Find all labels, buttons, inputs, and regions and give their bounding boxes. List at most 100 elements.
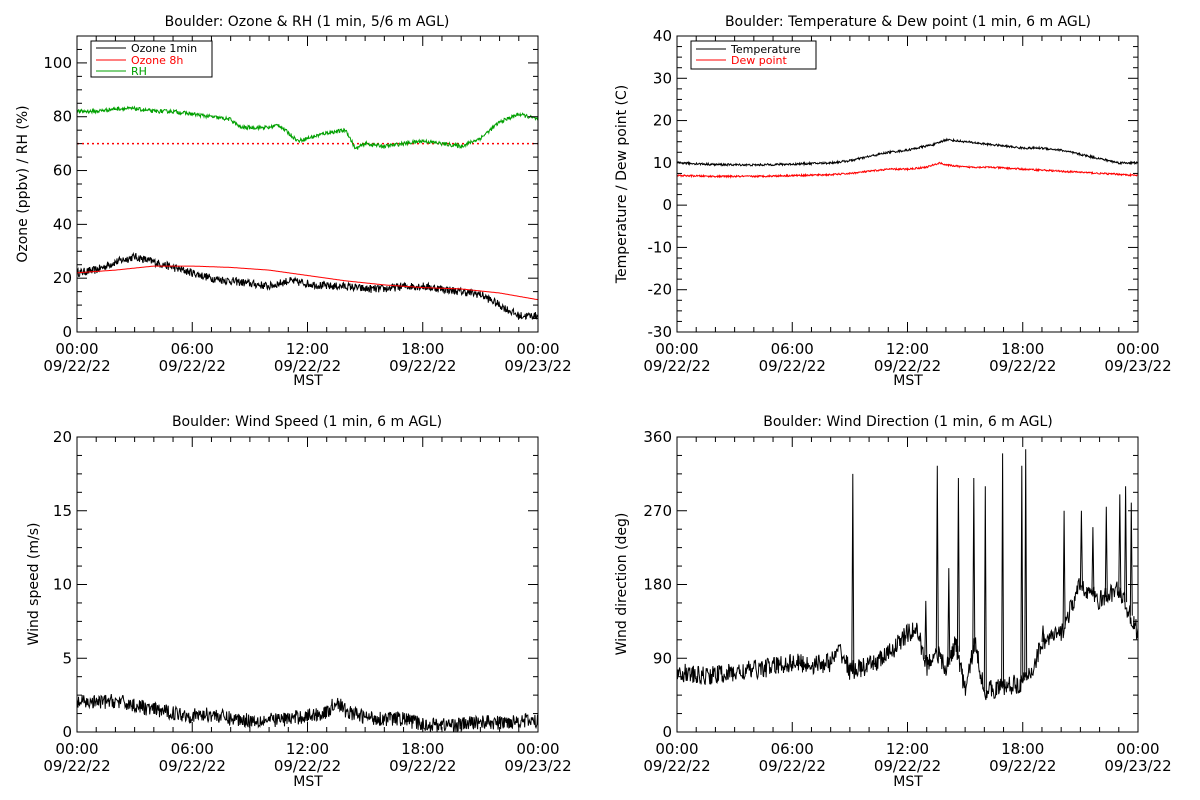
panel-title-temperature: Boulder: Temperature & Dew point (1 min,… — [725, 14, 1091, 30]
x-tick-label-time-wind-direction: 12:00 — [886, 740, 929, 758]
x-tick-label-date-wind-direction: 09/23/22 — [1104, 757, 1171, 775]
x-tick-label-date-temperature: 09/23/22 — [1104, 357, 1171, 375]
y-tick-label-ozone-rh: 0 — [62, 323, 72, 341]
x-tick-label-date-temperature: 09/22/22 — [874, 357, 941, 375]
panel-title-wind-speed: Boulder: Wind Speed (1 min, 6 m AGL) — [172, 414, 442, 430]
y-tick-label-wind-speed: 20 — [53, 428, 72, 446]
plot-layer-wind-speed: 0510152000:0009/22/2206:0009/22/2212:000… — [43, 428, 571, 775]
y-tick-label-ozone-rh: 60 — [53, 162, 72, 180]
x-tick-label-date-ozone-rh: 09/22/22 — [43, 357, 110, 375]
y-tick-label-wind-direction: 180 — [643, 576, 672, 594]
y-tick-label-ozone-rh: 80 — [53, 108, 72, 126]
x-tick-label-date-wind-speed: 09/22/22 — [389, 757, 456, 775]
y-axis-label-ozone-rh: Ozone (ppbv) / RH (%) — [15, 105, 31, 262]
x-tick-label-time-temperature: 00:00 — [655, 340, 698, 358]
y-tick-label-temperature: 40 — [653, 27, 672, 45]
y-tick-label-wind-direction: 360 — [643, 428, 672, 446]
series-line-ozone-rh-rh — [76, 105, 539, 150]
series-line-wind-direction-series-1 — [851, 449, 1133, 692]
wind-speed-panel: 0510152000:0009/22/2206:0009/22/2212:000… — [26, 414, 572, 790]
x-tick-label-date-wind-speed: 09/22/22 — [274, 757, 341, 775]
x-axis-label-ozone-rh: MST — [293, 373, 323, 389]
x-tick-label-time-wind-speed: 00:00 — [55, 740, 98, 758]
x-tick-label-date-temperature: 09/22/22 — [759, 357, 826, 375]
legend-entry-temperature: Temperature — [730, 43, 801, 56]
x-axis-label-temperature: MST — [893, 373, 923, 389]
x-tick-label-date-ozone-rh: 09/23/22 — [504, 357, 571, 375]
legend-temperature: Temperature Dew point — [690, 40, 817, 70]
x-tick-label-time-wind-speed: 06:00 — [171, 740, 214, 758]
panel-title-ozone-rh: Boulder: Ozone & RH (1 min, 5/6 m AGL) — [165, 14, 450, 30]
y-tick-label-wind-direction: 0 — [662, 723, 672, 741]
plot-layer-temperature: -30-20-1001020304000:0009/22/2206:0009/2… — [643, 27, 1171, 375]
y-tick-label-wind-speed: 5 — [62, 649, 72, 667]
x-tick-label-date-wind-direction: 09/22/22 — [759, 757, 826, 775]
y-axis-label-wind-direction: Wind direction (deg) — [614, 513, 630, 656]
y-tick-label-wind-direction: 90 — [653, 649, 672, 667]
x-tick-label-time-temperature: 12:00 — [886, 340, 929, 358]
y-tick-label-temperature: 20 — [653, 112, 672, 130]
temperature-dewpoint-panel: -30-20-1001020304000:0009/22/2206:0009/2… — [614, 14, 1172, 389]
x-tick-label-date-ozone-rh: 09/22/22 — [389, 357, 456, 375]
x-tick-label-time-ozone-rh: 06:00 — [171, 340, 214, 358]
x-tick-label-time-temperature: 06:00 — [771, 340, 814, 358]
y-tick-label-temperature: -30 — [648, 323, 673, 341]
legend-ozone-rh: Ozone 1min Ozone 8h RH — [90, 40, 213, 78]
plot-layer-ozone-rh: 02040608010000:0009/22/2206:0009/22/2212… — [43, 35, 572, 375]
y-tick-label-wind-direction: 270 — [643, 502, 672, 520]
y-axis-label-wind-speed: Wind speed (m/s) — [26, 523, 42, 646]
x-tick-label-date-wind-direction: 09/22/22 — [643, 757, 710, 775]
y-tick-label-ozone-rh: 20 — [53, 269, 72, 287]
x-tick-label-time-wind-direction: 00:00 — [655, 740, 698, 758]
x-tick-label-time-wind-direction: 00:00 — [1116, 740, 1159, 758]
x-tick-label-time-ozone-rh: 00:00 — [516, 340, 559, 358]
panel-title-wind-direction: Boulder: Wind Direction (1 min, 6 m AGL) — [763, 414, 1052, 430]
x-tick-label-time-temperature: 18:00 — [1001, 340, 1044, 358]
legend-entry-ozone-8h: Ozone 8h — [131, 54, 183, 67]
x-tick-label-date-temperature: 09/22/22 — [643, 357, 710, 375]
x-tick-label-time-ozone-rh: 18:00 — [401, 340, 444, 358]
legend-entry-rh: RH — [131, 65, 147, 78]
wind-direction-panel: 09018027036000:0009/22/2206:0009/22/2212… — [614, 414, 1172, 790]
x-tick-label-time-wind-direction: 18:00 — [1001, 740, 1044, 758]
x-tick-label-date-wind-speed: 09/22/22 — [43, 757, 110, 775]
x-axis-label-wind-speed: MST — [293, 774, 323, 790]
legend-entry-dew-point: Dew point — [731, 54, 787, 67]
x-tick-label-date-temperature: 09/22/22 — [989, 357, 1056, 375]
x-tick-label-date-wind-speed: 09/22/22 — [159, 757, 226, 775]
y-tick-label-ozone-rh: 40 — [53, 215, 72, 233]
series-line-temperature-dew-point — [676, 161, 1138, 179]
x-tick-label-time-temperature: 00:00 — [1116, 340, 1159, 358]
legend-entry-ozone-1min: Ozone 1min — [131, 42, 197, 55]
x-tick-label-time-wind-speed: 00:00 — [516, 740, 559, 758]
y-tick-label-wind-speed: 0 — [62, 723, 72, 741]
x-tick-label-date-wind-direction: 09/22/22 — [874, 757, 941, 775]
x-axis-label-wind-direction: MST — [893, 774, 923, 790]
y-tick-label-temperature: -20 — [648, 281, 673, 299]
x-tick-label-time-wind-speed: 12:00 — [286, 740, 329, 758]
x-tick-label-date-wind-speed: 09/23/22 — [504, 757, 571, 775]
y-tick-label-ozone-rh: 100 — [43, 54, 72, 72]
plot-layer-wind-direction: 09018027036000:0009/22/2206:0009/22/2212… — [643, 428, 1171, 775]
y-tick-label-wind-speed: 10 — [53, 576, 72, 594]
y-tick-label-temperature: 0 — [662, 196, 672, 214]
y-tick-label-wind-speed: 15 — [53, 502, 72, 520]
x-tick-label-time-wind-speed: 18:00 — [401, 740, 444, 758]
y-tick-label-temperature: -10 — [648, 238, 673, 256]
y-axis-label-temperature: Temperature / Dew point (C) — [614, 85, 630, 284]
series-line-ozone-rh-ozone-8h — [77, 265, 539, 301]
x-tick-label-date-wind-direction: 09/22/22 — [989, 757, 1056, 775]
x-tick-label-time-ozone-rh: 00:00 — [55, 340, 98, 358]
y-tick-label-temperature: 10 — [653, 154, 672, 172]
x-tick-label-time-wind-direction: 06:00 — [771, 740, 814, 758]
series-line-wind-speed-series-0 — [76, 694, 539, 733]
series-line-temperature-temperature — [676, 137, 1139, 168]
ozone-rh-panel: 02040608010000:0009/22/2206:0009/22/2212… — [15, 14, 572, 389]
y-tick-label-temperature: 30 — [653, 69, 672, 87]
x-tick-label-date-ozone-rh: 09/22/22 — [159, 357, 226, 375]
x-tick-label-date-ozone-rh: 09/22/22 — [274, 357, 341, 375]
x-tick-label-time-ozone-rh: 12:00 — [286, 340, 329, 358]
series-line-wind-direction-series-0 — [676, 578, 1139, 701]
series-line-ozone-rh-ozone-1min — [76, 251, 539, 320]
